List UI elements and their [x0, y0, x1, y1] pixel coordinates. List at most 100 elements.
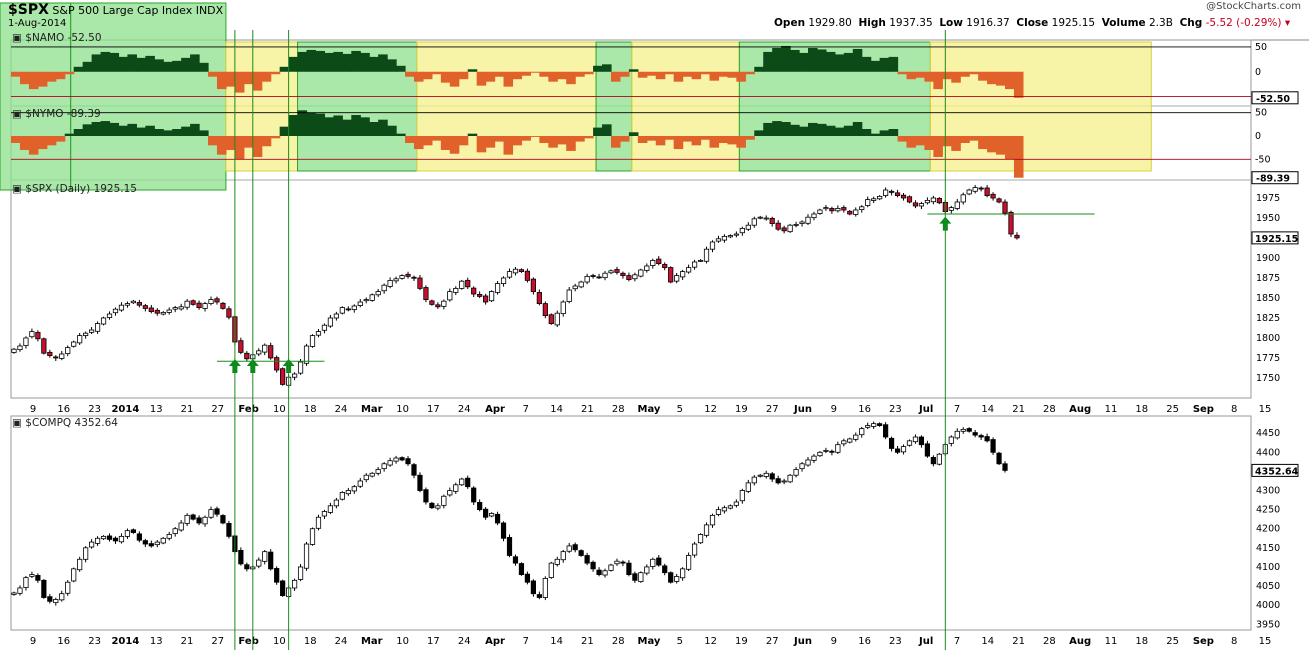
compq-candle: [596, 569, 602, 575]
compq-xtick: 18: [304, 636, 317, 647]
compq-candle: [650, 558, 656, 567]
compq-xtick: 21: [181, 636, 194, 647]
compq-candle: [900, 446, 907, 453]
spx-candle: [280, 368, 286, 385]
compq-candle: [912, 436, 919, 443]
compq-xtick: Mar: [361, 636, 383, 647]
spx-xtick: 7: [523, 404, 529, 415]
compq-candle: [883, 424, 889, 438]
compq-candle: [357, 480, 363, 487]
compq-xtick: 23: [88, 636, 101, 647]
compq-candle: [345, 490, 351, 495]
lower-panel-frame: [10, 415, 1252, 631]
nymo-bar: [754, 130, 764, 136]
compq-candle: [112, 537, 119, 542]
namo-bar: [422, 71, 433, 80]
spx-candle: [321, 324, 328, 331]
nymo-bar: [109, 122, 120, 136]
compq-candle: [918, 436, 925, 446]
compq-ytick: 4050: [1256, 581, 1280, 592]
spx-candle: [853, 209, 859, 215]
spx-candle: [441, 300, 447, 307]
spx-candle: [494, 283, 501, 293]
namo-bar: [297, 51, 308, 72]
compq-candle: [506, 537, 513, 556]
spx-candle: [369, 294, 375, 301]
compq-candle: [274, 568, 280, 583]
spx-candle: [363, 299, 369, 302]
spx-candle: [691, 261, 698, 268]
nymo-bar: [216, 136, 227, 155]
spx-candle: [309, 335, 316, 347]
spx-candle: [506, 271, 513, 278]
nymo-bar: [243, 136, 254, 148]
spx-candle: [662, 264, 668, 268]
nymo-bar: [879, 130, 890, 136]
compq-candle: [697, 534, 704, 544]
chg-value: -5.52 (-0.29%): [1205, 17, 1282, 29]
spx-candle: [930, 197, 936, 203]
compq-candle: [841, 440, 847, 445]
compq-ytick: 4300: [1256, 486, 1280, 497]
nymo-bar: [91, 122, 102, 136]
compq-xtick: 24: [458, 636, 471, 647]
spx-candle: [29, 331, 35, 338]
spx-candle: [781, 227, 787, 232]
compq-candle: [411, 464, 417, 476]
compq-candle: [417, 474, 423, 491]
compq-candle: [226, 523, 232, 537]
compq-candle: [680, 568, 686, 579]
compq-xtick: 11: [1105, 636, 1118, 647]
spx-candle: [787, 224, 793, 233]
spx-candle: [948, 207, 954, 211]
compq-candle: [142, 540, 148, 545]
spx-candle: [757, 216, 763, 219]
compq-candle: [315, 516, 322, 529]
compq-xtick: Feb: [238, 636, 258, 647]
namo-bar: [225, 71, 236, 87]
spx-candle: [894, 192, 901, 197]
compq-candle: [787, 474, 793, 483]
spx-xtick: 21: [181, 404, 194, 415]
nymo-bar: [405, 136, 415, 143]
nymo-bar: [431, 136, 442, 141]
spx-candle: [823, 207, 829, 210]
spx-candle: [590, 275, 596, 277]
spx-xtick: 9: [30, 404, 36, 415]
nymo-bar: [449, 136, 460, 154]
compq-candle: [327, 505, 334, 513]
spx-xtick: Jul: [918, 404, 933, 415]
spx-candle: [399, 275, 405, 279]
compq-xtick: 27: [211, 636, 224, 647]
compq-candle: [453, 484, 459, 492]
compq-candle: [811, 455, 817, 461]
namo-bar: [252, 71, 263, 91]
nymo-bar: [772, 121, 782, 136]
namo-bar: [91, 54, 102, 72]
spx-candle: [47, 351, 53, 356]
compq-candle: [405, 458, 411, 465]
compq-xtick: 10: [396, 636, 409, 647]
spx-candle: [429, 300, 435, 305]
spx-candle: [423, 287, 429, 301]
spx-candle: [918, 203, 925, 207]
compq-ytick: 4150: [1256, 543, 1280, 554]
compq-last-value: 4352.64: [1255, 466, 1299, 477]
compq-candle: [321, 511, 328, 517]
spx-candle: [303, 345, 310, 364]
spx-ytick: 1750: [1256, 373, 1280, 384]
spx-candle: [805, 216, 811, 224]
nymo-bar: [619, 136, 630, 142]
compq-candle: [823, 449, 829, 452]
namo-bar: [440, 71, 451, 83]
spx-candle: [775, 222, 781, 230]
spx-candle: [53, 356, 59, 359]
volume-label: Volume: [1101, 17, 1146, 29]
compq-candle: [512, 556, 519, 564]
spx-candle: [112, 308, 119, 314]
compq-candle: [930, 457, 936, 465]
compq-candle: [11, 592, 17, 595]
compq-candle: [894, 448, 901, 453]
nymo-bar: [691, 136, 702, 146]
namo-bar: [37, 71, 48, 87]
